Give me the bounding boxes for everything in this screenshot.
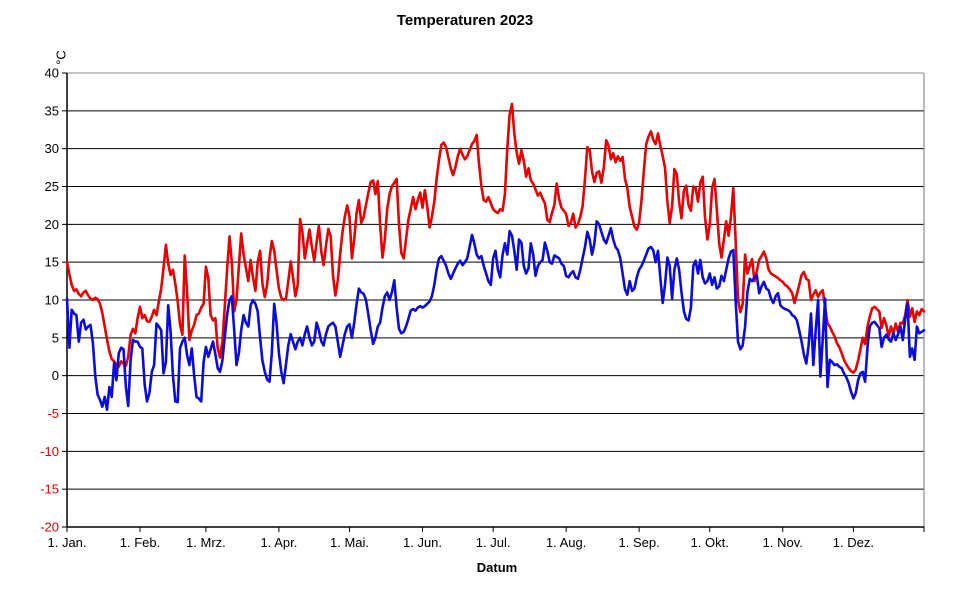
x-tick-label: 1. Sep. <box>619 535 660 550</box>
y-tick-label: 25 <box>45 179 59 194</box>
y-tick-label: -5 <box>47 406 59 421</box>
x-tick-label: 1. Nov. <box>763 535 803 550</box>
y-tick-label: -10 <box>40 444 59 459</box>
y-tick-label: 30 <box>45 141 59 156</box>
x-tick-label: 1. Jul. <box>476 535 511 550</box>
y-tick-label: 10 <box>45 293 59 308</box>
x-axis-title: Datum <box>476 560 518 575</box>
y-tick-label: -15 <box>40 482 59 497</box>
x-tick-label: 1. Apr. <box>260 535 297 550</box>
x-tick-label: 1. Okt. <box>691 535 729 550</box>
y-tick-label: 0 <box>52 368 59 383</box>
x-tick-label: 1. Dez. <box>833 535 874 550</box>
x-tick-label: 1. Aug. <box>546 535 586 550</box>
y-axis-unit-label: °C <box>53 50 69 65</box>
x-tick-label: 1. Mai. <box>330 535 369 550</box>
x-tick-label: 1. Jan. <box>47 535 86 550</box>
x-tick-label: 1. Jun. <box>403 535 442 550</box>
chart-title: Temperaturen 2023 <box>396 12 534 29</box>
blue-series-line <box>65 220 926 412</box>
y-tick-label: 40 <box>45 66 59 81</box>
red-series-line <box>65 102 926 374</box>
x-tick-label: 1. Feb. <box>120 535 160 550</box>
y-tick-label: 20 <box>45 217 59 232</box>
y-tick-label: -20 <box>40 520 59 535</box>
y-tick-label: 15 <box>45 255 59 270</box>
y-tick-label: 5 <box>52 330 59 345</box>
x-tick-label: 1. Mrz. <box>186 535 226 550</box>
y-tick-label: 35 <box>45 103 59 118</box>
